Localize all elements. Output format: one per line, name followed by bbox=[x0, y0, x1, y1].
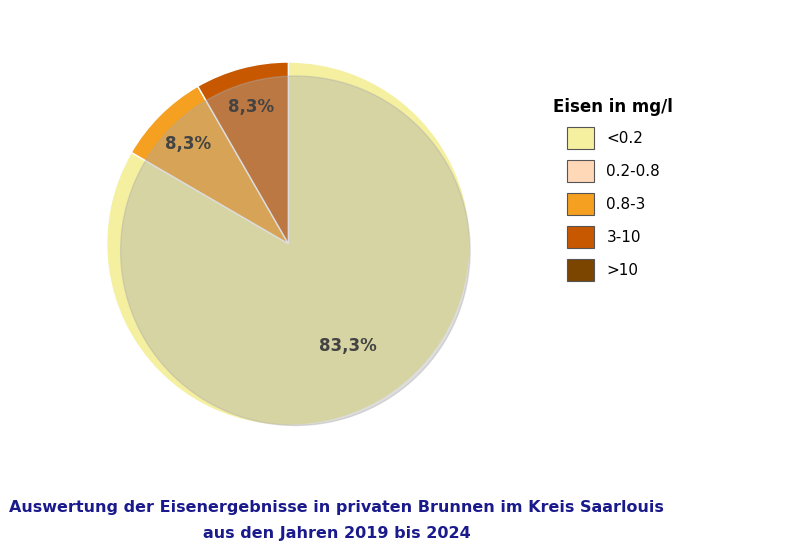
Text: Auswertung der Eisenergebnisse in privaten Brunnen im Kreis Saarlouis
aus den Ja: Auswertung der Eisenergebnisse in privat… bbox=[9, 500, 664, 541]
Wedge shape bbox=[198, 62, 288, 244]
Wedge shape bbox=[131, 86, 288, 244]
Wedge shape bbox=[107, 62, 470, 425]
Text: 83,3%: 83,3% bbox=[319, 337, 376, 355]
Text: 8,3%: 8,3% bbox=[228, 98, 274, 116]
Text: 8,3%: 8,3% bbox=[165, 135, 211, 153]
Ellipse shape bbox=[121, 76, 470, 425]
Legend: <0.2, 0.2-0.8, 0.8-3, 3-10, >10: <0.2, 0.2-0.8, 0.8-3, 3-10, >10 bbox=[545, 90, 681, 289]
